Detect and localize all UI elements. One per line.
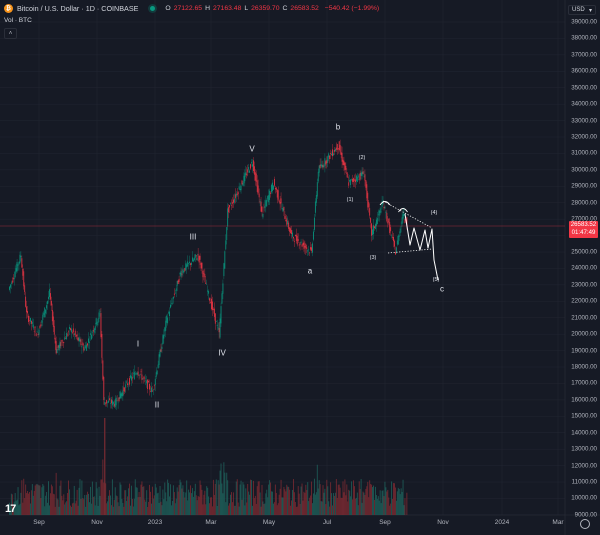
wave-label[interactable]: V — [249, 144, 255, 154]
symbol-legend: ₿ Bitcoin / U.S. Dollar · 1D · COINBASE … — [4, 4, 379, 13]
price-axis-label: 32000.00 — [571, 133, 597, 141]
time-axis-label: Nov — [437, 519, 449, 526]
time-axis-label: 2024 — [494, 519, 510, 526]
price-axis-label: 20000.00 — [571, 330, 597, 338]
wave-label[interactable]: III — [189, 232, 197, 242]
collapse-legend-button[interactable]: ˄ — [4, 28, 17, 39]
time-axis-label: Sep — [33, 519, 45, 526]
price-axis-label: 30000.00 — [571, 166, 597, 174]
price-axis-label: 33000.00 — [571, 117, 597, 125]
wave-label[interactable]: I — [136, 339, 140, 349]
chevron-down-icon: ▾ — [588, 7, 592, 14]
currency-label: USD — [572, 7, 585, 13]
price-axis-label: 18000.00 — [571, 363, 597, 371]
time-axis-label: May — [262, 519, 276, 526]
bitcoin-logo-icon: ₿ — [4, 4, 13, 13]
time-axis-label: Mar — [205, 519, 217, 526]
price-axis-label: 13000.00 — [571, 445, 597, 453]
price-axis-label: 9000.00 — [574, 511, 597, 519]
price-axis-label: 34000.00 — [571, 100, 597, 108]
close-key: C — [282, 5, 288, 12]
price-axis-label: 23000.00 — [571, 281, 597, 289]
wave-label[interactable]: (3) — [369, 255, 377, 261]
price-axis-label: 15000.00 — [571, 412, 597, 420]
time-axis-label: 2023 — [147, 519, 163, 526]
price-axis-label: 10000.00 — [571, 494, 597, 502]
price-axis-label: 22000.00 — [571, 297, 597, 305]
chevron-up-icon: ˄ — [8, 30, 13, 37]
symbol-title[interactable]: Bitcoin / U.S. Dollar · 1D · COINBASE — [17, 4, 139, 13]
ohlc-values: O 27122.65 H 27163.48 L 26359.70 C 26583.52 — [165, 5, 318, 12]
high-key: H — [205, 5, 210, 12]
price-axis-label: 11000.00 — [571, 478, 597, 486]
wave-label[interactable]: (1) — [346, 197, 354, 203]
price-axis-label: 25000.00 — [571, 248, 597, 256]
wave-label[interactable]: b — [335, 122, 341, 132]
tradingview-logo[interactable]: 17 — [5, 503, 16, 515]
high-value: 27163.48 — [213, 5, 242, 12]
price-axis-label: 29000.00 — [571, 182, 597, 190]
current-price: 26583.52 — [570, 221, 597, 228]
price-axis-label: 31000.00 — [571, 149, 597, 157]
price-axis-label: 37000.00 — [571, 51, 597, 59]
time-axis-label: Mar — [552, 519, 564, 526]
price-axis-label: 35000.00 — [571, 84, 597, 92]
bar-countdown: 01:47:49 — [571, 229, 596, 236]
low-key: L — [244, 5, 249, 12]
wave-label[interactable]: c — [440, 284, 444, 294]
price-axis-label: 21000.00 — [571, 314, 597, 322]
price-axis-label: 36000.00 — [571, 67, 597, 75]
current-price-tag: 26583.52 01:47:49 — [569, 221, 598, 238]
currency-selector[interactable]: USD ▾ — [568, 5, 596, 15]
settings-gear-icon[interactable] — [580, 519, 590, 529]
wave-label[interactable]: (4) — [430, 210, 438, 216]
price-axis-label: 14000.00 — [571, 429, 597, 437]
market-open-status-icon — [150, 6, 156, 11]
price-axis-label: 27000.00 — [571, 215, 597, 223]
close-value: 26583.52 — [290, 5, 319, 12]
wave-label[interactable]: (2) — [358, 155, 366, 161]
wave-label[interactable]: II — [154, 400, 160, 410]
time-axis-label: Jul — [322, 519, 332, 526]
volume-legend[interactable]: Vol · BTC — [4, 17, 32, 24]
price-axis-label: 16000.00 — [571, 396, 597, 404]
price-axis-label: 12000.00 — [571, 462, 597, 470]
price-change: −540.42 (−1.99%) — [324, 5, 380, 12]
price-axis-label: 19000.00 — [571, 347, 597, 355]
open-value: 27122.65 — [173, 5, 203, 12]
wave-label[interactable]: (5) — [432, 277, 440, 283]
open-key: O — [165, 5, 171, 12]
price-axis-label: 24000.00 — [571, 264, 597, 272]
price-axis-label: 39000.00 — [571, 18, 597, 26]
price-axis-label: 17000.00 — [571, 379, 597, 387]
wave-label[interactable]: IV — [218, 348, 226, 358]
time-axis-label: Nov — [91, 519, 103, 526]
price-axis-label: 28000.00 — [571, 199, 597, 207]
wave-label[interactable]: a — [307, 266, 313, 276]
time-axis-label: Sep — [379, 519, 391, 526]
low-value: 26359.70 — [251, 5, 280, 12]
price-axis-label: 38000.00 — [571, 34, 597, 42]
